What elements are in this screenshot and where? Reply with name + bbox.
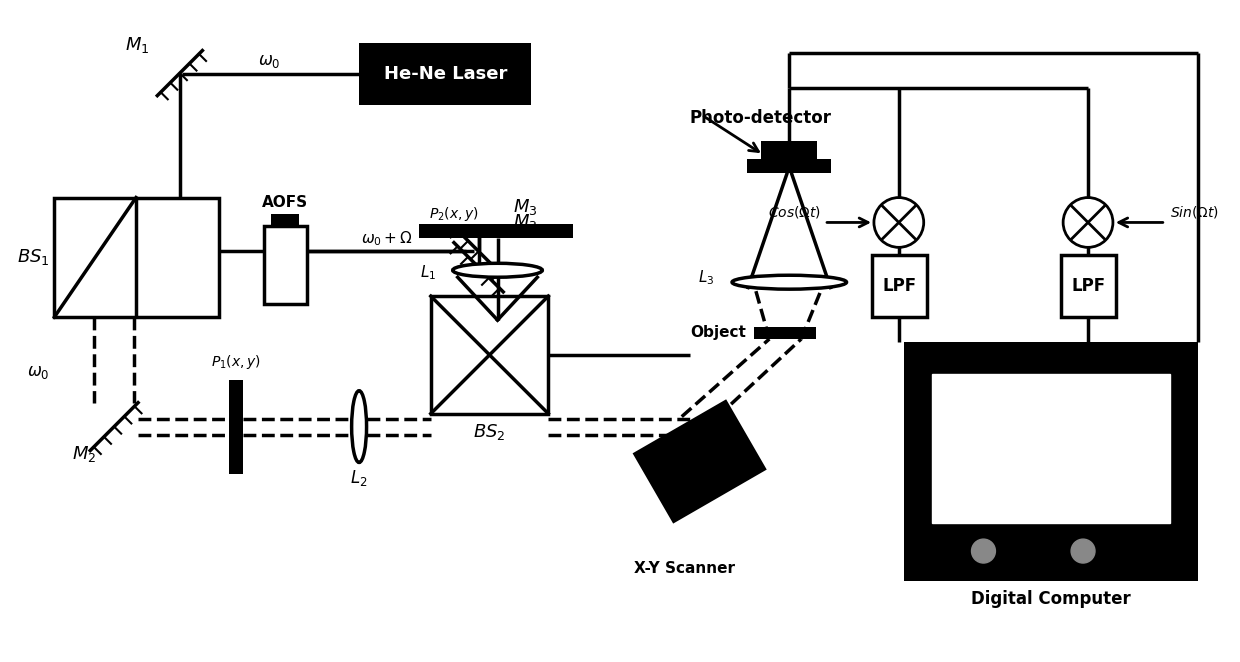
- Bar: [55, 197, 218, 317]
- Text: $M_1$: $M_1$: [125, 35, 150, 55]
- Text: LPF: LPF: [1071, 277, 1106, 295]
- Text: $M_2$: $M_2$: [72, 444, 97, 465]
- Bar: [748, 159, 831, 173]
- Bar: [228, 380, 243, 475]
- Text: Object: Object: [691, 326, 746, 340]
- Circle shape: [1071, 539, 1095, 563]
- Text: $\omega_0$: $\omega_0$: [27, 363, 50, 381]
- Ellipse shape: [732, 275, 847, 289]
- Text: LPF: LPF: [883, 277, 916, 295]
- Bar: [419, 224, 573, 238]
- Text: He-Ne Laser: He-Ne Laser: [383, 65, 507, 83]
- Text: $L_3$: $L_3$: [698, 268, 714, 287]
- Text: $\omega_0$: $\omega_0$: [258, 52, 280, 70]
- Text: $L_1$: $L_1$: [419, 263, 435, 281]
- Text: $M_3$: $M_3$: [513, 213, 538, 232]
- Bar: [1061, 256, 1116, 317]
- Text: Photo-detector: Photo-detector: [689, 109, 832, 127]
- Circle shape: [971, 539, 996, 563]
- Text: $Cos(\Omega t)$: $Cos(\Omega t)$: [768, 205, 821, 220]
- Ellipse shape: [453, 263, 542, 277]
- Bar: [360, 43, 532, 105]
- Polygon shape: [635, 402, 764, 521]
- Text: $P_2(x, y)$: $P_2(x, y)$: [429, 205, 479, 224]
- Bar: [872, 256, 926, 317]
- Text: $P_1(x, y)$: $P_1(x, y)$: [211, 353, 260, 371]
- Text: $BS_2$: $BS_2$: [474, 422, 506, 442]
- Bar: [761, 141, 817, 159]
- Bar: [272, 214, 299, 226]
- Text: Digital Computer: Digital Computer: [971, 590, 1131, 608]
- Text: X-Y Scanner: X-Y Scanner: [634, 561, 735, 577]
- Text: $M_3$: $M_3$: [513, 197, 538, 216]
- Bar: [264, 226, 308, 304]
- Text: AOFS: AOFS: [263, 195, 309, 210]
- Bar: [430, 296, 548, 414]
- Text: $\omega_0 + \Omega$: $\omega_0 + \Omega$: [361, 229, 413, 248]
- Ellipse shape: [352, 391, 367, 463]
- Text: $L_2$: $L_2$: [351, 469, 368, 489]
- Bar: [904, 342, 1198, 581]
- Bar: [754, 327, 816, 339]
- Text: $Sin(\Omega t)$: $Sin(\Omega t)$: [1169, 205, 1219, 220]
- Text: $BS_1$: $BS_1$: [17, 248, 50, 267]
- Bar: [931, 374, 1169, 523]
